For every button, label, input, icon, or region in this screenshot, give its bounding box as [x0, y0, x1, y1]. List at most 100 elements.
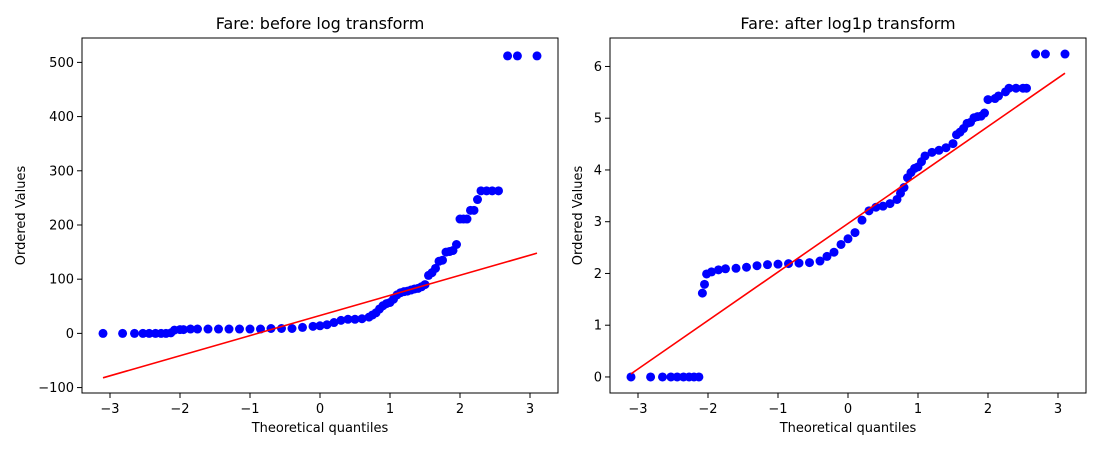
y-tick-label: 5 — [594, 112, 602, 127]
y-tick-label: 500 — [49, 56, 74, 71]
x-tick-label: −1 — [240, 402, 259, 417]
data-point — [697, 288, 707, 298]
data-point — [836, 239, 846, 249]
data-point — [864, 206, 874, 216]
y-tick-label: −100 — [38, 381, 74, 396]
y-tick-label: 1 — [594, 319, 602, 334]
data-point — [763, 260, 772, 270]
plot-area: −3 −2 −1 0 1 2 3 0 1 2 3 4 5 6 — [594, 37, 1087, 417]
x-tick-label: −2 — [698, 402, 717, 417]
data-point — [179, 325, 188, 335]
data-point — [350, 314, 360, 324]
data-point — [815, 256, 825, 266]
data-point — [742, 262, 751, 272]
data-point — [144, 328, 154, 338]
data-point — [1022, 83, 1031, 93]
data-point — [186, 324, 195, 334]
data-point — [343, 314, 353, 324]
x-tick-label: −2 — [170, 402, 189, 417]
data-point — [857, 215, 867, 225]
plot-area: −3 −2 −1 0 1 2 3 −100 0 100 200 300 400 500 — [38, 37, 559, 417]
data-point — [700, 279, 709, 289]
data-point — [941, 143, 951, 153]
data-point — [843, 234, 853, 244]
fit-line — [102, 252, 538, 379]
y-tick-label: 100 — [49, 273, 74, 288]
data-point — [235, 324, 244, 334]
data-point — [298, 322, 307, 332]
y-tick-label: 3 — [594, 215, 602, 230]
data-point — [512, 51, 522, 61]
data-point — [948, 139, 958, 149]
y-tick-label: 6 — [594, 60, 602, 75]
x-tick-label: 3 — [1054, 402, 1062, 417]
data-point — [934, 145, 944, 155]
x-tick-label: −3 — [100, 402, 119, 417]
data-point — [532, 51, 542, 61]
data-point — [130, 328, 139, 338]
y-axis-label: Ordered Values — [14, 166, 29, 266]
data-point — [245, 324, 255, 334]
x-tick-label: 1 — [914, 402, 922, 417]
y-tick-label: 400 — [49, 110, 74, 125]
data-point — [322, 320, 332, 330]
chart-title: Fare: before log transform — [216, 14, 425, 33]
data-point — [878, 201, 888, 211]
data-point — [658, 372, 667, 382]
data-point — [308, 321, 318, 331]
data-point — [1011, 83, 1021, 93]
data-point — [666, 372, 676, 382]
data-point — [452, 239, 461, 249]
chart-panel-after-log: Fare: after log1p transform Theoretical … — [571, 14, 1087, 436]
data-point — [1040, 49, 1050, 59]
data-point — [822, 251, 832, 261]
y-tick-label: 0 — [594, 370, 602, 385]
x-tick-label: 0 — [844, 402, 852, 417]
data-point — [794, 258, 804, 268]
chart-title: Fare: after log1p transform — [740, 14, 955, 33]
data-point — [994, 91, 1003, 101]
data-point — [98, 328, 108, 338]
x-tick-label: 2 — [456, 402, 464, 417]
data-point — [315, 321, 325, 331]
data-point — [138, 328, 148, 338]
fit-line — [630, 72, 1066, 375]
data-point — [927, 147, 937, 157]
data-point — [494, 186, 503, 196]
data-point — [329, 318, 339, 328]
data-point — [980, 108, 989, 118]
data-point — [899, 183, 909, 193]
data-point — [694, 372, 704, 382]
data-point — [287, 324, 297, 334]
x-tick-label: 2 — [984, 402, 992, 417]
x-tick-label: 1 — [386, 402, 394, 417]
y-tick-label: 0 — [66, 327, 74, 342]
data-point — [850, 228, 860, 238]
data-point — [721, 264, 730, 274]
y-tick-label: 300 — [49, 164, 74, 179]
data-point — [805, 258, 814, 268]
data-point — [707, 267, 716, 277]
x-tick-label: −1 — [768, 402, 787, 417]
data-point — [357, 314, 367, 324]
y-tick-label: 200 — [49, 218, 74, 233]
data-point — [224, 324, 234, 334]
data-point — [118, 328, 128, 338]
data-point — [983, 95, 993, 105]
data-point — [1004, 83, 1014, 93]
y-axis-label: Ordered Values — [571, 166, 586, 266]
y-tick-label: 2 — [594, 267, 602, 282]
data-point — [473, 195, 482, 205]
data-point — [469, 205, 479, 215]
data-point — [731, 263, 741, 273]
x-tick-label: −3 — [628, 402, 647, 417]
data-point — [646, 372, 656, 382]
data-point — [920, 151, 930, 161]
data-point — [203, 324, 213, 334]
data-point — [672, 372, 682, 382]
x-axis-label: Theoretical quantiles — [251, 421, 389, 436]
data-point — [503, 51, 513, 61]
data-point — [438, 255, 447, 265]
